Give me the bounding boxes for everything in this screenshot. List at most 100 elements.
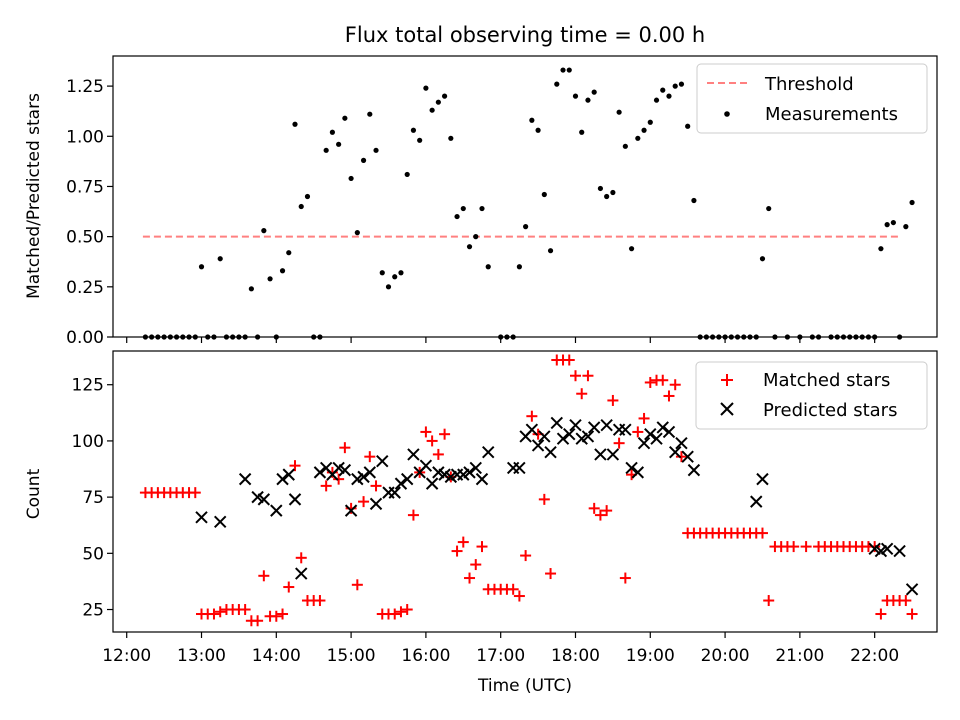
measurements-point [336, 141, 342, 147]
matched-stars-point [364, 451, 376, 463]
matched-stars-point [370, 480, 382, 492]
measurements-point [903, 224, 909, 230]
measurements-legend-label: Measurements [765, 104, 898, 125]
measurements-point [466, 244, 473, 250]
matched-stars-point [464, 572, 476, 584]
bottom-y-tick-label: 25 [82, 601, 104, 621]
matched-stars-point [277, 608, 289, 620]
predicted-stars-point-b [905, 583, 919, 596]
predicted-stars-point-b [868, 542, 881, 556]
predicted-stars-point [893, 544, 906, 558]
predicted-stars-point-b [531, 439, 545, 452]
predicted-stars-point-b [656, 421, 669, 434]
measurements-point [385, 284, 392, 290]
predicted-stars-point [276, 472, 289, 486]
predicted-stars-point-b [880, 542, 894, 556]
predicted-stars-point-b [357, 470, 370, 484]
top-y-tick-label: 0.25 [66, 278, 104, 298]
top-y-tick-label: 0.00 [66, 328, 104, 348]
predicted-stars-point-b [619, 423, 632, 436]
matched-stars-point [875, 608, 887, 620]
matched-stars-point [663, 390, 675, 402]
top-y-tick-label: 0.50 [66, 228, 104, 248]
matched-stars-point [513, 590, 525, 602]
predicted-stars-point [400, 472, 414, 486]
matched-stars-point [395, 606, 407, 618]
matched-stars-point [333, 473, 345, 485]
measurements-point [198, 264, 205, 270]
predicted-stars-point [214, 515, 227, 529]
matched-stars-point [239, 604, 251, 616]
measurements-point [628, 246, 635, 252]
predicted-stars-point [376, 454, 389, 468]
predicted-stars-point-b [257, 493, 271, 506]
measurements-point [616, 109, 622, 115]
predicted-stars-point [600, 418, 613, 432]
predicted-stars-point [637, 436, 651, 450]
predicted-stars-point [394, 477, 408, 490]
predicted-stars-point [419, 459, 433, 472]
predicted-stars-point-b [282, 468, 295, 481]
predicted-stars-point-b [369, 497, 383, 511]
predicted-stars-point-b [338, 463, 352, 477]
predicted-stars-point [687, 463, 701, 477]
top-y-tick-label: 1.25 [66, 77, 104, 97]
measurements-point [516, 264, 522, 270]
x-tick-label: 14:00 [252, 646, 301, 666]
predicted-stars-point [463, 466, 476, 479]
matched-stars-point [675, 451, 687, 463]
matched-stars-point [326, 466, 338, 478]
measurements-point [672, 83, 678, 89]
top-plot-area: 0.00 0.25 0.50 0.75 1.00 1.25 [66, 55, 938, 348]
predicted-stars-point [880, 542, 894, 556]
matched-stars-point [669, 379, 681, 391]
predicted-stars-point-b [482, 445, 495, 459]
matched-stars-point [563, 354, 575, 366]
predicted-stars-point [556, 432, 570, 445]
measurements-point [878, 246, 884, 252]
measurements-point [323, 147, 329, 153]
predicted-stars-point [681, 450, 694, 463]
measurements-point [441, 93, 448, 99]
measurements-point [691, 197, 697, 204]
predicted-stars-point-b [388, 486, 401, 499]
bottom-legend-box [695, 361, 928, 430]
predicted-stars-point [675, 436, 688, 450]
matched-stars-point [594, 509, 606, 521]
predicted-stars-point-b [251, 490, 264, 504]
predicted-stars-point-b [276, 472, 289, 486]
predicted-stars-point-b [544, 445, 557, 459]
measurements-point [647, 119, 653, 125]
predicted-stars-point-b [625, 461, 638, 475]
top-axes-frame [112, 55, 938, 338]
predicted-stars-point [625, 461, 638, 475]
top-y-axis-label: Matched/Predicted stars [24, 93, 44, 299]
predicted-stars-point [525, 423, 539, 436]
predicted-stars-point-b [400, 472, 414, 486]
x-tick-label: 22:00 [850, 646, 899, 666]
matched-stars-point [426, 435, 438, 447]
matched-stars-point [345, 502, 357, 514]
measurements-point [635, 135, 641, 141]
matched-stars-legend-marker [721, 374, 733, 386]
predicted-stars-point [363, 466, 377, 479]
bottom-panel: 25 50 75 100 125 12:00 13:00 14:00 15:00 16:00 17:… [72, 350, 938, 666]
measurements-point [292, 121, 298, 127]
matched-stars-point [358, 496, 370, 508]
matched-stars-point [657, 374, 669, 386]
measurements-point [604, 193, 610, 200]
matched-stars-point [644, 376, 656, 388]
measurements-point [286, 250, 292, 256]
predicted-stars-point [650, 432, 663, 445]
predicted-stars-point-b [550, 416, 563, 430]
predicted-stars-point-b [650, 432, 663, 445]
predicted-stars-point-b [270, 504, 283, 517]
predicted-stars-point [756, 472, 769, 486]
matched-stars-point [632, 426, 644, 438]
matched-stars-point [613, 437, 625, 449]
predicted-stars-point-b [288, 493, 302, 506]
measurements-point [884, 222, 890, 228]
measurements-point [398, 270, 404, 276]
threshold-legend-label: Threshold [764, 74, 854, 95]
predicted-stars-point [594, 448, 607, 461]
